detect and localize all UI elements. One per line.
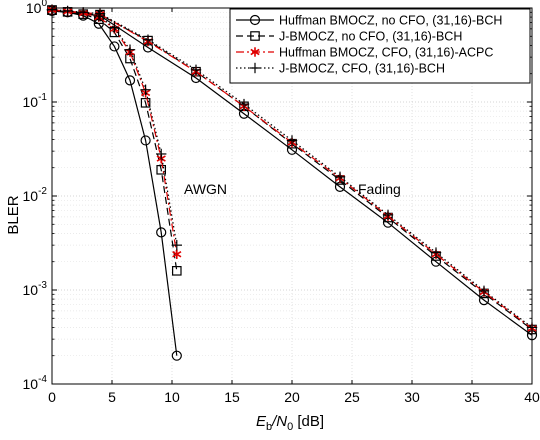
legend-label: Huffman BMOCZ, CFO, (31,16)-ACPC [279,46,493,60]
series-4-point [430,247,442,258]
legend-item-4: J-BMOCZ, CFO, (31,16)-BCH [236,62,445,76]
y-axis-label: BLER [5,195,22,234]
x-tick-label: 5 [108,389,116,405]
series-1-line-fading [51,10,533,336]
y-tick-labels: 100 10-1 10-2 10-3 10-4 [23,0,48,392]
series-4-point [334,171,346,183]
x-axis-label-sub-0: 0 [287,421,293,433]
series-4-point [171,239,182,251]
series-1-point [109,41,120,52]
series-4-point [478,285,490,297]
x-tick-label: 15 [224,389,240,405]
legend-label: J-BMOCZ, CFO, (31,16)-BCH [279,62,445,76]
series-4-point [140,84,151,95]
legend-item-2: J-BMOCZ, no CFO, (31,16)-BCH [236,30,462,44]
asterisk-stroke [250,48,260,56]
x-axis-label-sub-b: b [266,421,272,433]
x-axis-label-unit: [dB] [293,413,324,430]
series-layer [46,4,538,361]
series-4-point [142,34,154,45]
series-1-point [140,135,151,146]
series-4-point [94,8,106,19]
asterisk-stroke [172,251,182,258]
series-4-point [124,44,136,55]
series-1 [46,5,538,361]
x-tick-label: 25 [344,389,360,405]
x-axis-label-e: E [256,413,267,430]
x-tick-label: 0 [48,389,56,405]
annotation-awgn: AWGN [184,181,227,197]
legend-box [229,8,531,84]
series-4-point [238,98,250,110]
series-1-point [156,227,167,238]
series-4-point [78,7,89,18]
legend-label: Huffman BMOCZ, no CFO, (31,16)-BCH [279,14,502,28]
y-tick-label: 10-4 [23,374,48,392]
series-3-point [172,249,182,259]
series-4 [46,4,538,333]
series-4-point [156,148,167,160]
x-tick-labels: 0 5 10 15 20 25 30 35 40 [48,389,540,405]
x-tick-label: 40 [524,389,540,405]
x-axis-label-n: /N [271,413,287,430]
legend-marker [249,14,261,26]
y-tick-label: 10-2 [23,186,48,204]
series-4-line-fading [51,9,533,328]
legend-marker [249,62,261,74]
series-4-point [93,10,104,22]
y-tick-label: 10-3 [23,280,48,298]
series-2-point [156,164,166,175]
x-tick-label: 35 [464,389,480,405]
legend-item-1: Huffman BMOCZ, no CFO, (31,16)-BCH [236,14,502,28]
x-tick-label: 30 [404,389,420,405]
legend-marker [250,47,260,57]
series-4-point [109,22,120,33]
legend-marker [250,31,260,41]
series-2-point [172,266,182,276]
series-1-point [124,75,136,86]
legend-item-3: Huffman BMOCZ, CFO, (31,16)-ACPC [236,46,493,60]
series-4-point [190,64,202,76]
legend-label: J-BMOCZ, no CFO, (31,16)-BCH [279,30,462,44]
y-tick-label: 100 [26,0,48,16]
x-tick-label: 10 [164,389,180,405]
series-4-point [382,209,394,221]
annotations: AWGN Fading [184,181,401,197]
tick-marks [51,7,533,385]
series-2-point [140,98,151,108]
y-tick-label: 10-1 [23,92,48,110]
series-4-point [286,135,298,146]
legend: Huffman BMOCZ, no CFO, (31,16)-BCH J-BMOC… [229,8,531,84]
x-axis-label: Eb/N0 [dB] [256,413,324,433]
series-1-point [171,350,182,361]
x-tick-label: 20 [284,389,300,405]
annotation-fading: Fading [358,181,401,197]
